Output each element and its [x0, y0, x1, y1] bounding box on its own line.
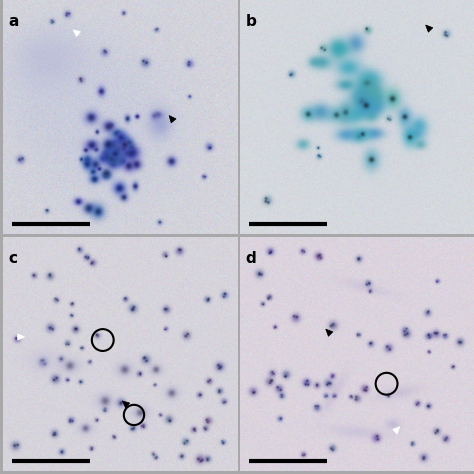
Polygon shape [392, 427, 400, 434]
Polygon shape [326, 329, 333, 337]
Polygon shape [169, 116, 176, 123]
Text: b: b [246, 14, 256, 29]
Polygon shape [122, 401, 130, 408]
Text: d: d [246, 251, 256, 266]
Text: a: a [9, 14, 18, 29]
Text: c: c [9, 251, 18, 266]
Polygon shape [18, 334, 25, 340]
Polygon shape [73, 30, 81, 36]
Polygon shape [426, 25, 433, 32]
